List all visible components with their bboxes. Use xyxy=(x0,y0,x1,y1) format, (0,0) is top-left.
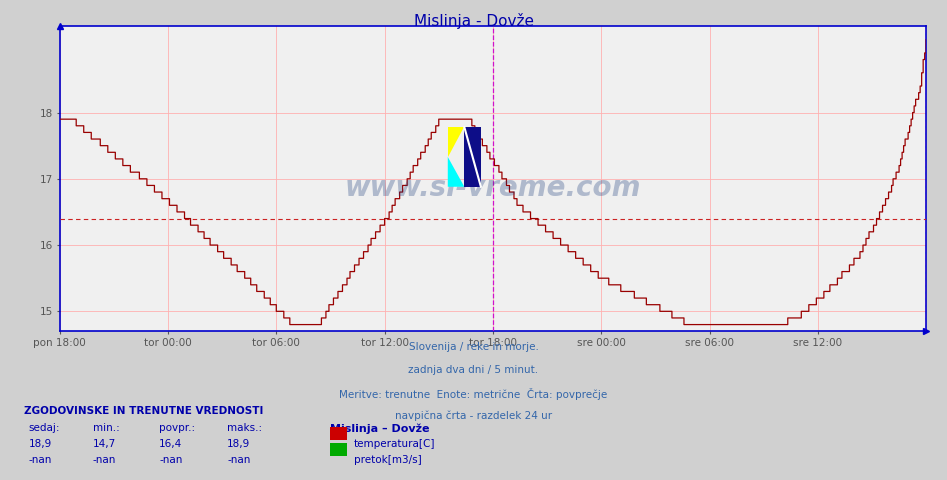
Text: 16,4: 16,4 xyxy=(159,439,183,449)
Text: navpična črta - razdelek 24 ur: navpična črta - razdelek 24 ur xyxy=(395,411,552,421)
Text: Mislinja - Dovže: Mislinja - Dovže xyxy=(414,13,533,29)
Polygon shape xyxy=(448,127,464,157)
Text: Meritve: trenutne  Enote: metrične  Črta: povprečje: Meritve: trenutne Enote: metrične Črta: … xyxy=(339,388,608,400)
Text: www.si-vreme.com: www.si-vreme.com xyxy=(345,174,641,202)
Polygon shape xyxy=(464,127,481,187)
Text: -nan: -nan xyxy=(227,455,251,465)
Text: temperatura[C]: temperatura[C] xyxy=(354,439,436,449)
Text: Slovenija / reke in morje.: Slovenija / reke in morje. xyxy=(408,342,539,352)
Text: -nan: -nan xyxy=(159,455,183,465)
Text: min.:: min.: xyxy=(93,423,119,433)
Text: Mislinja – Dovže: Mislinja – Dovže xyxy=(330,423,429,434)
Text: 14,7: 14,7 xyxy=(93,439,116,449)
Text: sedaj:: sedaj: xyxy=(28,423,60,433)
Text: 18,9: 18,9 xyxy=(28,439,52,449)
Text: povpr.:: povpr.: xyxy=(159,423,195,433)
Text: maks.:: maks.: xyxy=(227,423,262,433)
Text: ZGODOVINSKE IN TRENUTNE VREDNOSTI: ZGODOVINSKE IN TRENUTNE VREDNOSTI xyxy=(24,406,263,416)
Text: pretok[m3/s]: pretok[m3/s] xyxy=(354,455,422,465)
Text: -nan: -nan xyxy=(93,455,116,465)
Text: -nan: -nan xyxy=(28,455,52,465)
Text: 18,9: 18,9 xyxy=(227,439,251,449)
Text: zadnja dva dni / 5 minut.: zadnja dva dni / 5 minut. xyxy=(408,365,539,375)
Polygon shape xyxy=(448,157,464,187)
